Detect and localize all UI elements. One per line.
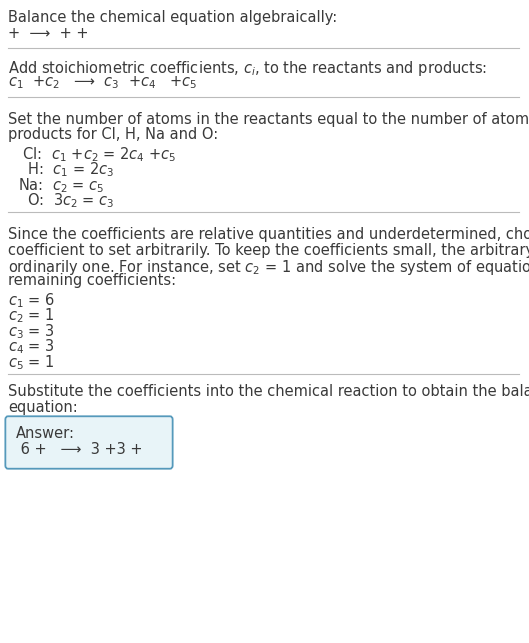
Text: remaining coefficients:: remaining coefficients: <box>8 273 176 289</box>
Text: $c_5$ = 1: $c_5$ = 1 <box>8 353 54 372</box>
Text: equation:: equation: <box>8 400 78 415</box>
Text: $c_1$ = 6: $c_1$ = 6 <box>8 291 55 310</box>
Text: Na:  $c_2$ = $c_5$: Na: $c_2$ = $c_5$ <box>18 176 104 195</box>
Text: $c_1$  +$c_2$   ⟶  $c_3$  +$c_4$   +$c_5$: $c_1$ +$c_2$ ⟶ $c_3$ +$c_4$ +$c_5$ <box>8 75 197 91</box>
Text: ordinarily one. For instance, set $c_2$ = 1 and solve the system of equations fo: ordinarily one. For instance, set $c_2$ … <box>8 258 529 277</box>
Text: +  ⟶  + +: + ⟶ + + <box>8 26 88 41</box>
Text: products for Cl, H, Na and O:: products for Cl, H, Na and O: <box>8 127 218 143</box>
Text: Answer:: Answer: <box>16 426 75 440</box>
Text: Set the number of atoms in the reactants equal to the number of atoms in the: Set the number of atoms in the reactants… <box>8 112 529 127</box>
Text: O:  3$c_2$ = $c_3$: O: 3$c_2$ = $c_3$ <box>18 192 115 210</box>
Text: H:  $c_1$ = 2$c_3$: H: $c_1$ = 2$c_3$ <box>18 161 114 179</box>
Text: coefficient to set arbitrarily. To keep the coefficients small, the arbitrary va: coefficient to set arbitrarily. To keep … <box>8 242 529 257</box>
Text: Since the coefficients are relative quantities and underdetermined, choose a: Since the coefficients are relative quan… <box>8 227 529 242</box>
FancyBboxPatch shape <box>5 416 172 469</box>
Text: $c_3$ = 3: $c_3$ = 3 <box>8 322 54 341</box>
Text: $c_4$ = 3: $c_4$ = 3 <box>8 338 54 356</box>
Text: $c_2$ = 1: $c_2$ = 1 <box>8 307 54 325</box>
Text: Substitute the coefficients into the chemical reaction to obtain the balanced: Substitute the coefficients into the che… <box>8 385 529 399</box>
Text: Add stoichiometric coefficients, $c_i$, to the reactants and products:: Add stoichiometric coefficients, $c_i$, … <box>8 59 487 78</box>
Text: Cl:  $c_1$ +$c_2$ = 2$c_4$ +$c_5$: Cl: $c_1$ +$c_2$ = 2$c_4$ +$c_5$ <box>18 145 177 164</box>
Text: Balance the chemical equation algebraically:: Balance the chemical equation algebraica… <box>8 10 338 25</box>
Text: 6 +   ⟶  3 +3 +: 6 + ⟶ 3 +3 + <box>16 442 142 457</box>
